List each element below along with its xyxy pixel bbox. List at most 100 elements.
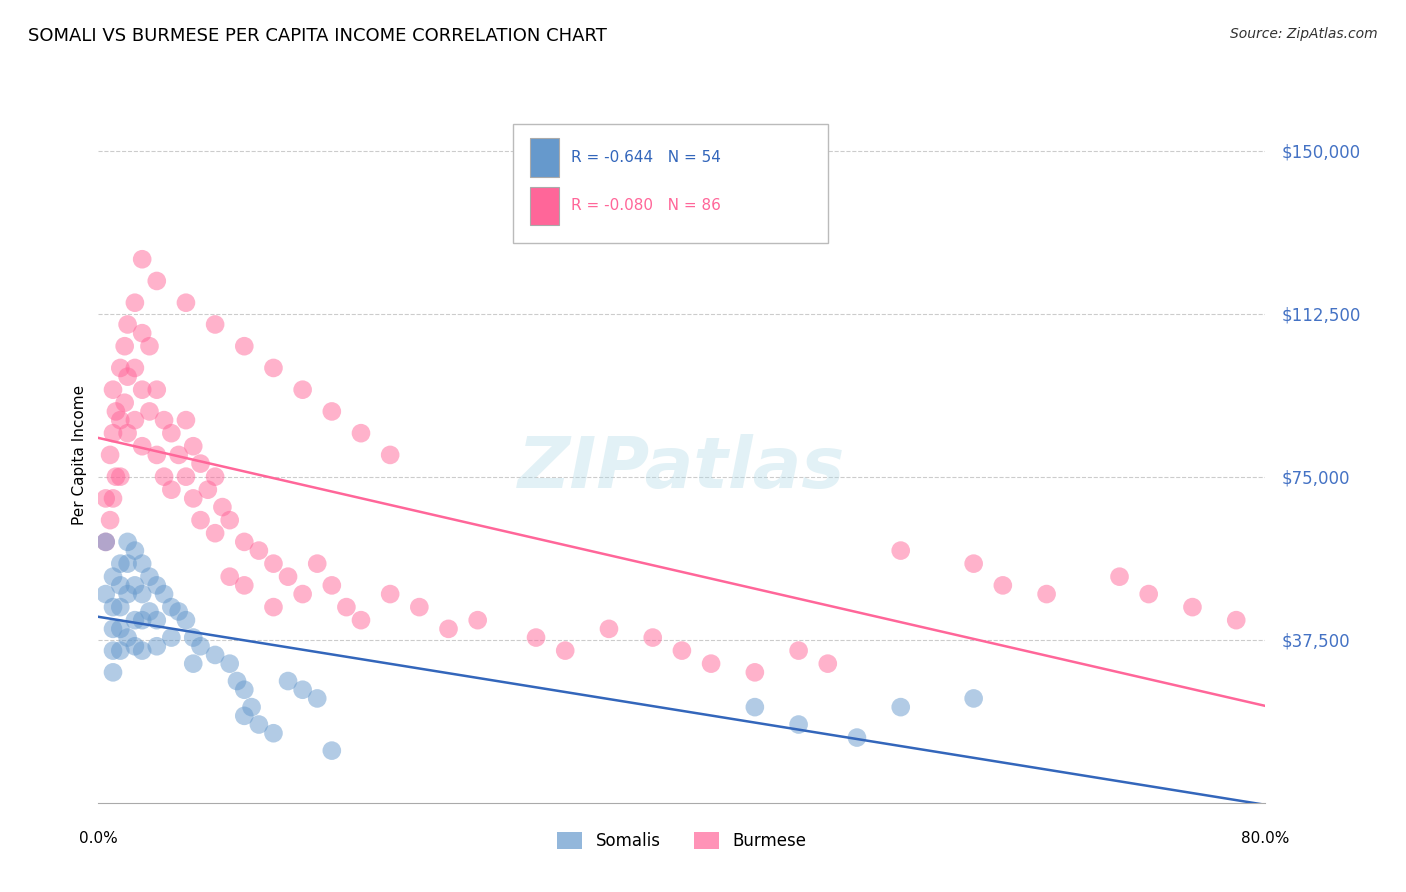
Point [291, 682, 314, 697]
Point [131, 613, 153, 627]
Point [117, 426, 139, 441]
Point [307, 557, 329, 571]
Point [204, 526, 226, 541]
Point [104, 404, 127, 418]
Point [378, 587, 402, 601]
Point [174, 469, 197, 483]
Text: 0.0%: 0.0% [79, 830, 118, 846]
Point [218, 570, 240, 584]
Point [146, 639, 169, 653]
Point [94, 587, 117, 601]
Legend: Somalis, Burmese: Somalis, Burmese [551, 826, 813, 857]
Point [101, 570, 124, 584]
Point [124, 578, 146, 592]
Point [962, 691, 984, 706]
Point [131, 252, 153, 267]
Point [240, 700, 263, 714]
Point [131, 326, 153, 341]
Point [101, 426, 124, 441]
Point [247, 543, 270, 558]
Point [98, 448, 121, 462]
Point [190, 513, 212, 527]
Point [181, 631, 204, 645]
Point [110, 469, 132, 483]
Point [124, 295, 146, 310]
Point [1225, 613, 1247, 627]
Point [744, 665, 766, 680]
Point [124, 413, 146, 427]
Point [321, 404, 343, 418]
Point [131, 557, 153, 571]
Point [110, 643, 132, 657]
Point [110, 600, 132, 615]
Point [117, 318, 139, 332]
Point [335, 600, 357, 615]
Point [467, 613, 489, 627]
Point [233, 682, 256, 697]
Point [153, 413, 176, 427]
Point [181, 491, 204, 506]
Text: SOMALI VS BURMESE PER CAPITA INCOME CORRELATION CHART: SOMALI VS BURMESE PER CAPITA INCOME CORR… [28, 27, 607, 45]
Point [277, 674, 299, 689]
FancyBboxPatch shape [513, 124, 828, 243]
Point [204, 469, 226, 483]
Point [991, 578, 1014, 592]
Point [277, 570, 299, 584]
Point [174, 613, 197, 627]
Point [153, 469, 176, 483]
Point [110, 413, 132, 427]
Point [744, 700, 766, 714]
Point [291, 383, 314, 397]
Point [124, 543, 146, 558]
Point [124, 361, 146, 376]
Point [160, 426, 183, 441]
Point [437, 622, 460, 636]
Point [131, 587, 153, 601]
Text: ZIPatlas: ZIPatlas [519, 434, 845, 503]
Point [153, 587, 176, 601]
Point [146, 383, 169, 397]
Point [554, 643, 576, 657]
Point [817, 657, 839, 671]
Point [262, 361, 284, 376]
Point [262, 600, 284, 615]
Bar [530, 138, 560, 177]
Point [378, 448, 402, 462]
Point [1108, 570, 1130, 584]
Point [160, 483, 183, 497]
Point [787, 717, 810, 731]
Point [101, 643, 124, 657]
Point [233, 535, 256, 549]
Point [700, 657, 723, 671]
Point [190, 639, 212, 653]
Point [233, 708, 256, 723]
Bar [530, 187, 560, 226]
Point [167, 605, 190, 619]
Point [167, 448, 190, 462]
Point [110, 361, 132, 376]
Point [124, 613, 146, 627]
Point [524, 631, 547, 645]
Text: Source: ZipAtlas.com: Source: ZipAtlas.com [1230, 27, 1378, 41]
Point [962, 557, 984, 571]
Point [94, 535, 117, 549]
Point [146, 578, 169, 592]
Point [98, 513, 121, 527]
Point [890, 700, 912, 714]
Point [114, 396, 136, 410]
Point [131, 383, 153, 397]
Point [350, 426, 373, 441]
Point [233, 578, 256, 592]
Point [117, 587, 139, 601]
Point [218, 657, 240, 671]
Point [226, 674, 249, 689]
Point [160, 600, 183, 615]
Point [1137, 587, 1160, 601]
Point [262, 726, 284, 740]
Point [131, 643, 153, 657]
Point [174, 295, 197, 310]
Point [117, 631, 139, 645]
Point [181, 439, 204, 453]
Point [181, 657, 204, 671]
Point [598, 622, 620, 636]
